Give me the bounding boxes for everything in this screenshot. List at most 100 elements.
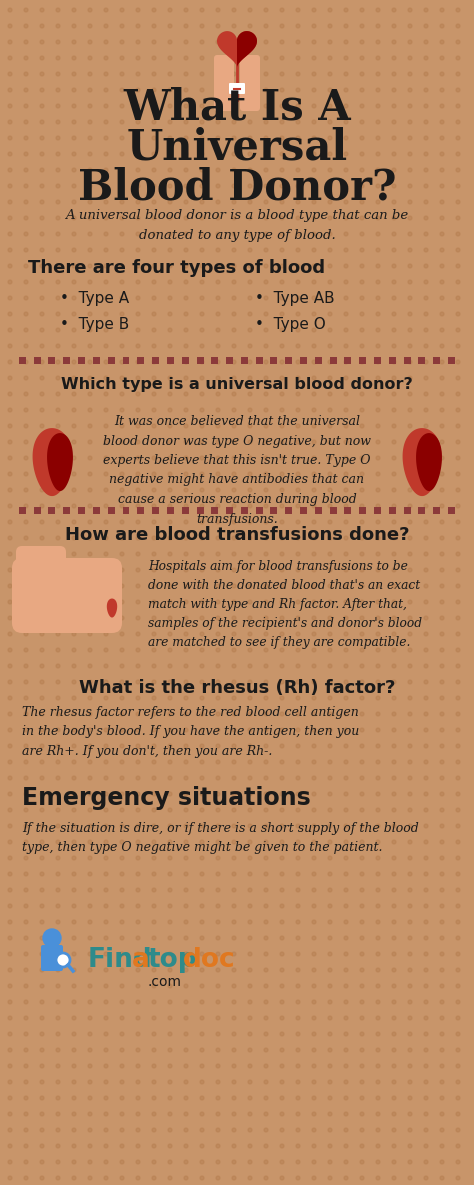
Circle shape [360,376,364,380]
Circle shape [216,952,220,956]
Circle shape [376,24,380,28]
Circle shape [376,808,380,812]
Circle shape [424,200,428,204]
Circle shape [24,152,28,156]
Circle shape [392,72,396,76]
Circle shape [440,1048,444,1052]
Circle shape [40,392,44,396]
Circle shape [456,72,460,76]
Circle shape [40,136,44,140]
Circle shape [344,776,348,780]
Circle shape [8,808,12,812]
Circle shape [264,136,268,140]
Circle shape [168,1176,172,1180]
FancyBboxPatch shape [34,506,41,513]
Circle shape [72,600,76,604]
FancyBboxPatch shape [93,357,100,364]
Circle shape [360,568,364,572]
Circle shape [88,392,92,396]
Circle shape [248,856,252,860]
Circle shape [152,8,156,12]
Circle shape [360,312,364,316]
Circle shape [296,520,300,524]
Circle shape [168,1080,172,1084]
Circle shape [280,248,284,252]
Circle shape [72,232,76,236]
Circle shape [376,1080,380,1084]
Circle shape [104,888,108,892]
Circle shape [72,24,76,28]
Circle shape [456,216,460,220]
Circle shape [24,440,28,444]
Circle shape [360,920,364,924]
Circle shape [264,616,268,620]
Circle shape [72,312,76,316]
Circle shape [408,488,412,492]
Circle shape [88,856,92,860]
Circle shape [392,760,396,764]
Circle shape [456,936,460,940]
Circle shape [8,152,12,156]
Text: What is the rhesus (Rh) factor?: What is the rhesus (Rh) factor? [79,679,395,697]
Circle shape [328,1016,332,1020]
Circle shape [168,328,172,332]
Circle shape [24,56,28,60]
Circle shape [360,72,364,76]
Circle shape [344,232,348,236]
Circle shape [280,728,284,732]
Circle shape [152,776,156,780]
Circle shape [312,72,316,76]
Circle shape [88,136,92,140]
Circle shape [296,680,300,684]
Circle shape [56,104,60,108]
Circle shape [248,248,252,252]
Circle shape [424,696,428,700]
Circle shape [104,344,108,348]
Circle shape [88,1128,92,1132]
Circle shape [136,312,140,316]
Circle shape [184,472,188,476]
Circle shape [216,648,220,652]
Circle shape [136,24,140,28]
Circle shape [312,872,316,876]
Circle shape [168,264,172,268]
Circle shape [40,504,44,508]
Circle shape [376,296,380,300]
Circle shape [424,280,428,284]
Circle shape [56,504,60,508]
Circle shape [344,408,348,412]
Circle shape [408,168,412,172]
Circle shape [24,520,28,524]
Circle shape [200,392,204,396]
Circle shape [280,600,284,604]
FancyBboxPatch shape [182,506,189,513]
Circle shape [376,184,380,188]
Circle shape [40,744,44,748]
Circle shape [440,248,444,252]
Circle shape [312,1160,316,1164]
Circle shape [312,1144,316,1148]
Circle shape [104,488,108,492]
Circle shape [152,504,156,508]
Circle shape [344,344,348,348]
Circle shape [440,792,444,796]
Circle shape [360,344,364,348]
Circle shape [392,584,396,588]
Circle shape [440,584,444,588]
Circle shape [216,1128,220,1132]
Circle shape [408,136,412,140]
Circle shape [344,1048,348,1052]
Circle shape [104,88,108,92]
Circle shape [8,1032,12,1036]
Circle shape [424,456,428,460]
Circle shape [200,968,204,972]
Circle shape [408,552,412,556]
Circle shape [40,904,44,908]
Circle shape [200,408,204,412]
Circle shape [296,344,300,348]
Circle shape [456,344,460,348]
Circle shape [424,600,428,604]
Circle shape [184,952,188,956]
Circle shape [248,344,252,348]
Circle shape [200,296,204,300]
